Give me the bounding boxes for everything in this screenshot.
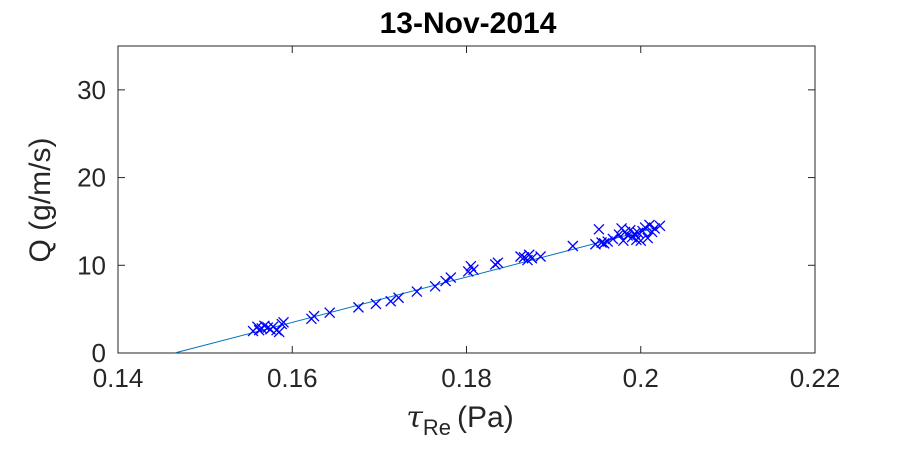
plot-area: 0.14 0.16 0.18 0.2 0.22 0 10 20 30 [77, 45, 841, 393]
y-tick-label: 10 [77, 250, 106, 280]
data-point-stroke [630, 234, 642, 246]
data-point [411, 286, 423, 298]
axes-box [117, 45, 816, 354]
data-point-stroke [567, 240, 579, 252]
data-point-stroke [622, 230, 634, 241]
data-point [630, 234, 642, 246]
data-point-stroke [607, 233, 619, 245]
data-point-stroke [370, 298, 382, 310]
data-point-stroke [258, 320, 270, 332]
markers [247, 219, 666, 338]
y-tick-label: 30 [77, 75, 106, 105]
data-point-stroke [273, 326, 285, 338]
data-point [649, 222, 661, 234]
data-point-stroke [613, 229, 625, 241]
chart-title: 13-Nov-2014 [380, 7, 557, 40]
data-point [642, 232, 654, 244]
data-point [526, 252, 538, 264]
data-point-stroke [393, 292, 405, 304]
data-point-stroke [492, 257, 504, 269]
data-point-stroke [629, 228, 641, 240]
data-point-stroke [353, 301, 364, 313]
data-point [515, 251, 526, 262]
x-axis-label: τRe (Pa) [406, 400, 513, 440]
data-point-stroke [602, 236, 614, 248]
data-point-stroke [642, 232, 654, 244]
data-point [258, 320, 270, 332]
y-ticks: 0 10 20 30 [77, 75, 815, 368]
data-point [445, 272, 457, 284]
data-point-stroke [589, 238, 601, 250]
x-tick-label: 0.16 [267, 363, 318, 393]
y-axis-label: Q (g/m/s) [24, 138, 57, 263]
x-tick-label: 0.2 [623, 363, 659, 393]
data-point-stroke [526, 252, 538, 264]
data-point [393, 292, 405, 304]
data-point-stroke [429, 280, 441, 292]
data-point [385, 295, 397, 307]
data-point-stroke [598, 237, 610, 249]
data-point [598, 237, 610, 249]
data-point-stroke [644, 219, 655, 231]
x-axis-subscript: Re [423, 415, 451, 440]
x-tick-label: 0.22 [790, 363, 841, 393]
x-axis-unit: (Pa) [457, 401, 514, 434]
data-point-stroke [654, 220, 666, 232]
data-point [324, 307, 336, 319]
data-point [308, 310, 320, 322]
x-axis-symbol: τ [406, 400, 423, 435]
data-point [644, 219, 655, 231]
data-point [492, 257, 504, 269]
data-point [353, 301, 364, 313]
data-point [429, 280, 441, 292]
data-point [278, 316, 289, 328]
data-point-stroke [440, 275, 452, 287]
data-point [607, 233, 619, 245]
data-point [370, 298, 382, 310]
data-point [468, 264, 479, 276]
data-point-stroke [593, 223, 605, 235]
data-point-stroke [468, 264, 479, 276]
data-point-stroke [278, 316, 289, 328]
fit-line-group [174, 226, 661, 354]
data-point-stroke [251, 321, 263, 333]
data-point [613, 229, 625, 241]
data-point [654, 220, 666, 232]
data-point-stroke [385, 295, 397, 307]
y-tick-label: 0 [92, 338, 106, 368]
data-point [567, 240, 579, 252]
data-point-stroke [411, 286, 423, 298]
data-point-stroke [635, 235, 647, 247]
data-point [602, 236, 614, 248]
data-point-stroke [535, 251, 547, 262]
x-tick-label: 0.14 [93, 363, 144, 393]
data-point-stroke [649, 222, 661, 234]
x-ticks: 0.14 0.16 0.18 0.2 0.22 [93, 46, 841, 393]
data-point [535, 251, 547, 262]
data-point-stroke [308, 310, 320, 322]
data-point [635, 235, 647, 247]
y-tick-label: 20 [77, 163, 106, 193]
fit-line [174, 226, 661, 354]
data-point [593, 223, 605, 235]
data-point-stroke [445, 272, 457, 284]
x-tick-label: 0.18 [441, 363, 492, 393]
data-point [440, 275, 452, 287]
data-point-stroke [515, 251, 526, 262]
data-point-stroke [324, 307, 336, 319]
data-point [273, 326, 285, 338]
data-point [589, 238, 601, 250]
